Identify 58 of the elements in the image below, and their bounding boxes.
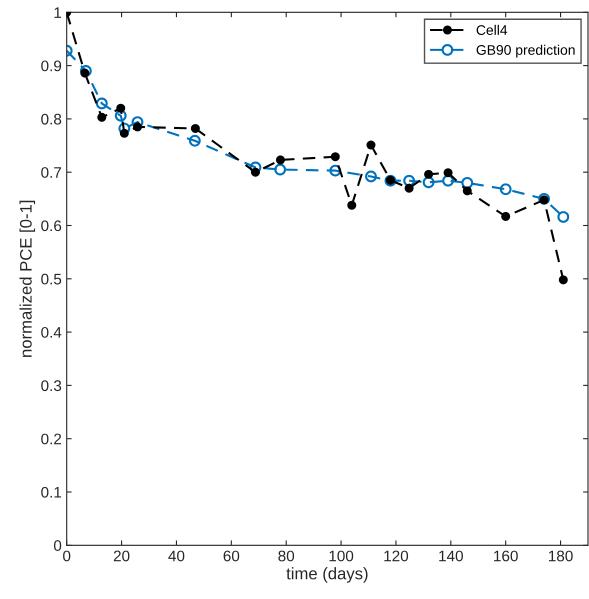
- point: [97, 112, 106, 122]
- point: [424, 170, 434, 179]
- point: [329, 164, 342, 177]
- point: [80, 68, 90, 78]
- x-tick-label: 40: [168, 550, 184, 562]
- y-tick-label: 0.7: [41, 167, 62, 178]
- legend-label: GB90 prediction: [476, 44, 575, 58]
- y-tick-label: 1: [54, 7, 62, 18]
- x-tick-label: 60: [224, 550, 240, 562]
- point: [500, 183, 512, 196]
- point: [366, 140, 376, 150]
- point: [462, 186, 472, 196]
- x-tick-label: 160: [494, 550, 518, 562]
- y-tick-label: 0: [54, 540, 62, 551]
- point: [276, 155, 285, 164]
- point: [540, 195, 549, 204]
- y-tick-label: 0.1: [41, 486, 62, 498]
- point: [96, 98, 108, 110]
- point: [274, 164, 286, 176]
- point: [403, 174, 416, 187]
- point: [132, 122, 142, 132]
- point: [558, 275, 568, 284]
- point: [461, 176, 474, 189]
- x-tick-label: 120: [384, 550, 408, 562]
- point: [557, 211, 570, 223]
- x-axis-title: time (days): [286, 567, 368, 583]
- y-axis-title: normalized PCE [0-1]: [20, 200, 36, 357]
- point: [114, 110, 127, 122]
- x-tick-label: 100: [329, 550, 354, 562]
- point: [250, 161, 262, 174]
- x-tick-label: 180: [548, 550, 573, 562]
- y-tick-label: 0.4: [41, 326, 62, 338]
- point: [116, 104, 126, 113]
- x-tick-label: 0: [63, 550, 70, 562]
- point: [365, 170, 377, 182]
- y-tick-label: 0.6: [41, 220, 62, 232]
- x-tick-label: 20: [114, 550, 130, 562]
- x-tick-label: 140: [439, 550, 463, 562]
- point: [120, 128, 129, 138]
- x-tick-label: 80: [278, 550, 294, 562]
- point: [501, 212, 510, 221]
- y-tick-label: 0.9: [41, 60, 62, 72]
- point: [538, 192, 550, 205]
- point: [250, 168, 260, 177]
- point: [330, 152, 340, 162]
- y-tick-label: 0.3: [41, 380, 62, 392]
- point: [188, 134, 201, 147]
- point: [80, 65, 92, 77]
- y-tick-label: 0.5: [41, 274, 62, 284]
- legend-label: Cell4: [476, 24, 508, 35]
- point: [444, 168, 453, 178]
- point: [442, 174, 454, 187]
- y-tick-label: 0.8: [41, 114, 62, 125]
- point: [404, 184, 414, 193]
- y-tick-label: 0.2: [41, 434, 62, 444]
- point: [422, 176, 434, 188]
- point: [190, 124, 200, 134]
- point: [347, 200, 356, 210]
